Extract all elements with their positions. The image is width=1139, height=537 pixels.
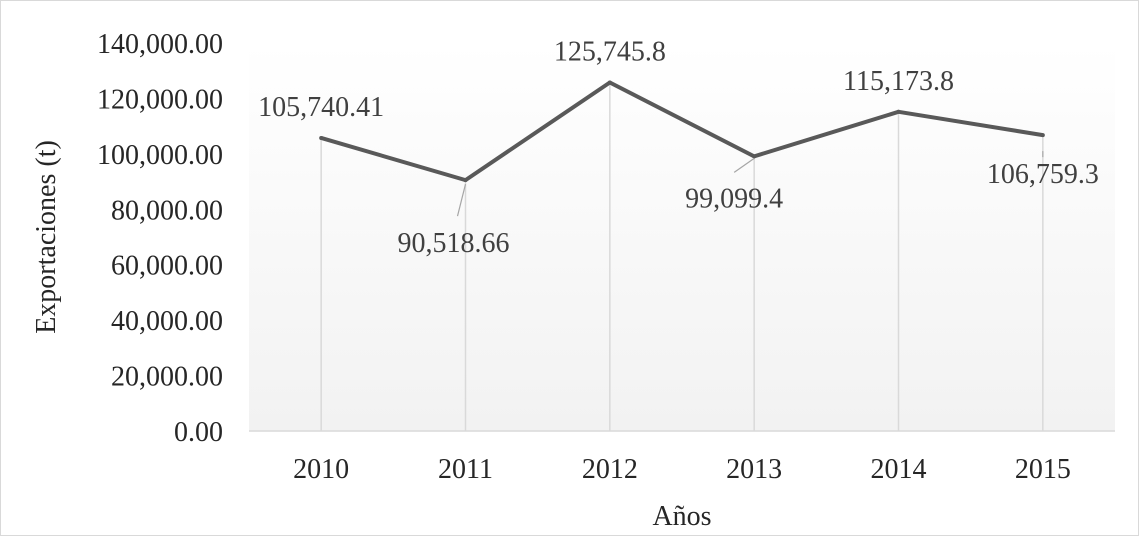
series-group	[319, 80, 1045, 183]
data-label: 99,099.4	[685, 183, 783, 214]
leader-line	[733, 157, 755, 173]
x-tick-label: 2014	[871, 454, 927, 485]
y-tick-label: 40,000.00	[111, 306, 223, 337]
y-tick-label: 140,000.00	[97, 29, 223, 60]
y-axis-title: Exportaciones (t)	[31, 140, 62, 334]
leader-line	[456, 183, 467, 217]
data-label: 125,745.8	[554, 37, 666, 68]
x-tick-label: 2015	[1015, 454, 1071, 485]
data-label: 115,173.8	[843, 66, 954, 97]
x-tick-label: 2012	[582, 454, 638, 485]
x-tick-label: 2013	[726, 454, 782, 485]
x-axis-title: Años	[652, 501, 711, 532]
leader-lines	[456, 151, 1044, 217]
plot-area	[249, 43, 1115, 431]
series-line	[320, 80, 1044, 183]
data-label: 106,759.3	[987, 159, 1099, 190]
y-tick-label: 60,000.00	[111, 251, 223, 282]
data-label: 90,518.66	[398, 228, 510, 259]
y-tick-label: 100,000.00	[97, 140, 223, 171]
y-tick-label: 20,000.00	[111, 362, 223, 393]
y-tick-label: 80,000.00	[111, 195, 223, 226]
y-axis-ticks: 0.00 20,000.00 40,000.00 60,000.00 80,000.00…	[97, 29, 223, 448]
data-point	[463, 178, 468, 183]
data-point	[319, 135, 324, 140]
data-point	[896, 109, 901, 114]
x-tick-label: 2010	[293, 454, 349, 485]
data-point	[607, 80, 612, 85]
drop-lines	[320, 82, 1044, 431]
data-point	[752, 154, 757, 159]
y-tick-label: 120,000.00	[97, 84, 223, 115]
data-labels: 105,740.41 90,518.66 125,745.8 99,099.4 115,…	[258, 37, 1099, 260]
x-axis-ticks: 2010 2011 2012 2013 2014 2015	[293, 454, 1071, 485]
data-point	[1040, 133, 1045, 138]
data-label: 105,740.41	[258, 92, 384, 123]
y-tick-label: 0.00	[174, 417, 223, 448]
x-tick-label: 2011	[438, 454, 493, 485]
